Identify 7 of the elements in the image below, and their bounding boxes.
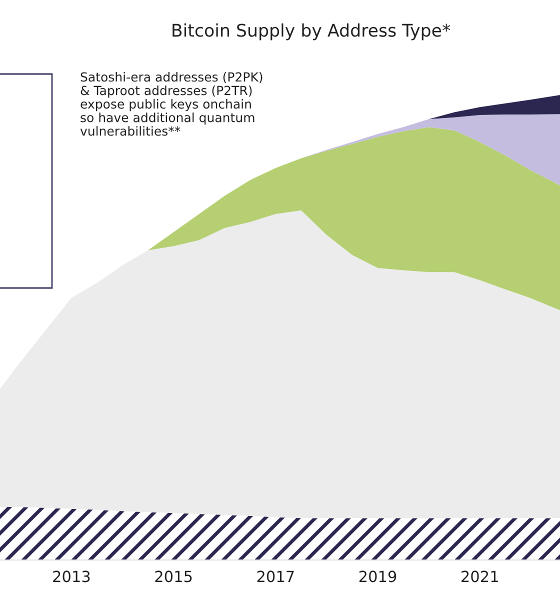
x-tick-label: 2015 xyxy=(155,570,192,582)
annotation: Satoshi-era addresses (P2PK) & Taproot addresses (P2TR) expose public keys onchain so have additional quantum vulnerabilities** xyxy=(80,72,262,136)
x-tick-label: 2013 xyxy=(53,570,90,582)
x-tick-label: 2019 xyxy=(359,570,396,582)
x-tick-label: 2021 xyxy=(462,570,498,582)
chart-title: Bitcoin Supply by Address Type* xyxy=(172,23,450,40)
x-tick-label: 2017 xyxy=(257,570,294,582)
